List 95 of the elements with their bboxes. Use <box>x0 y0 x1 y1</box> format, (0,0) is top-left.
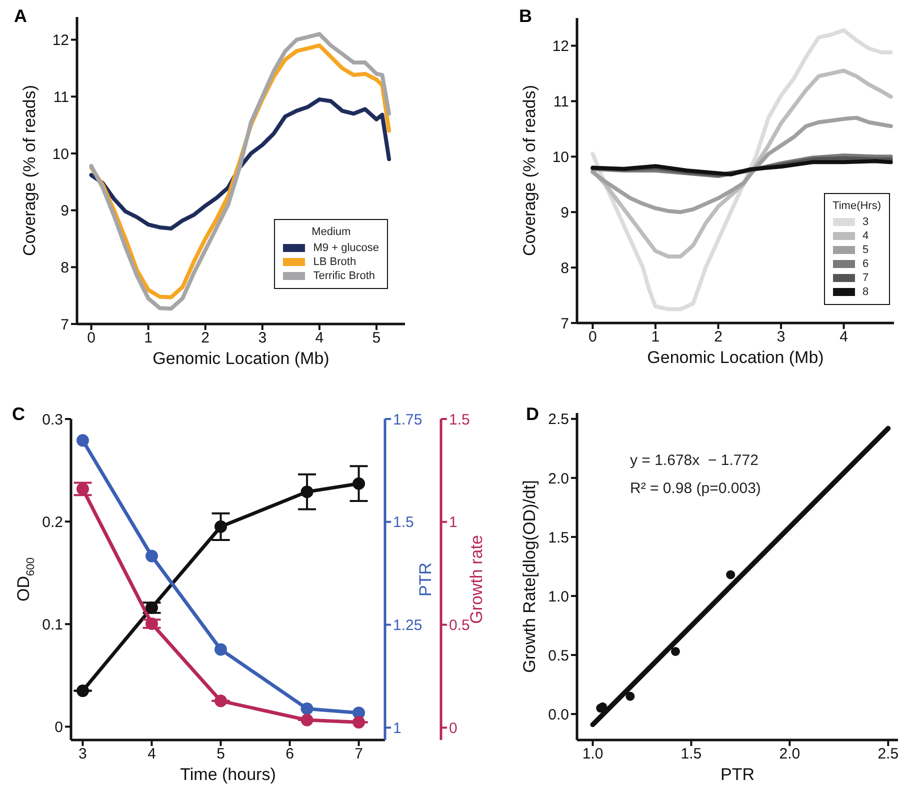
y-tick-label: 1.5 <box>548 529 569 546</box>
y-tick-label: 8 <box>560 260 569 277</box>
point <box>352 477 366 490</box>
y2-tick-label: 1.75 <box>393 411 422 428</box>
point <box>214 643 228 656</box>
y-tick-label: 2.5 <box>548 411 569 428</box>
x-tick-label: 5 <box>372 330 381 347</box>
y2-tick-label: 1.5 <box>393 514 414 532</box>
x-tick-label: 1.0 <box>582 746 604 763</box>
point <box>300 702 314 715</box>
x-axis-title: Time (hours) <box>180 765 276 784</box>
y-tick-label: 11 <box>553 94 569 111</box>
x-tick-label: 3 <box>258 330 267 347</box>
y-tick-label: 7 <box>60 316 69 334</box>
point <box>214 520 228 533</box>
x-tick-label: 0 <box>588 328 597 346</box>
x-tick-label: 3 <box>776 328 786 346</box>
point <box>145 601 158 614</box>
y3-tick-label: 0 <box>449 720 458 737</box>
y-tick-label: 10 <box>52 146 69 163</box>
y-tick-label: 1.0 <box>548 588 569 606</box>
point <box>300 486 314 498</box>
y-tick-label: 10 <box>552 148 569 166</box>
point <box>145 550 158 562</box>
line-series <box>590 28 893 312</box>
legend-label: 5 <box>862 244 869 256</box>
x-axis-title: Genomic Location (Mb) <box>152 349 330 368</box>
y-tick-label: 0.2 <box>42 514 63 531</box>
y-tick-label: 0 <box>54 718 63 736</box>
x-tick-label: 4 <box>315 330 324 347</box>
legend-label: LB Broth <box>313 256 356 268</box>
x-axis-title: Genomic Location (Mb) <box>647 348 824 368</box>
legend-label: 4 <box>862 230 869 242</box>
y-tick-label: 12 <box>52 32 69 50</box>
point <box>300 714 314 726</box>
legend-title: Time(Hrs) <box>832 200 881 212</box>
point <box>352 716 366 729</box>
point <box>76 684 89 698</box>
y-tick-label: 0.0 <box>548 706 569 724</box>
y3-tick-label: 1.5 <box>449 411 470 428</box>
y2-axis-title: PTR <box>416 562 436 596</box>
x-tick-label: 2.5 <box>878 746 899 763</box>
y3-tick-label: 0.5 <box>449 617 470 634</box>
point <box>76 482 89 496</box>
x-tick-label: 4 <box>148 746 156 763</box>
legend-label: 6 <box>862 258 869 270</box>
x-tick-label: 2 <box>201 330 210 347</box>
y-axis-title: Coverage (% of reads) <box>520 84 540 256</box>
x-tick-label: 2.0 <box>779 746 800 763</box>
chart-title: D <box>526 404 539 425</box>
point <box>626 692 635 701</box>
chart-title: A <box>14 6 27 27</box>
y-tick-label: 9 <box>560 204 569 222</box>
y-tick-label: 12 <box>552 38 569 56</box>
y-axis-title: Coverage (% of reads) <box>20 84 40 256</box>
x-tick-label: 1 <box>651 328 660 346</box>
y3-axis-title: Growth rate <box>467 535 486 624</box>
point <box>214 694 228 708</box>
point <box>726 570 736 580</box>
x-tick-label: 1 <box>144 330 152 347</box>
point <box>670 646 680 656</box>
x-tick-label: 2 <box>714 328 722 346</box>
legend-label: 8 <box>862 286 869 298</box>
point <box>76 434 89 447</box>
x-tick-label: 3 <box>78 746 87 763</box>
line-series <box>590 116 893 214</box>
annotation: y = 1.678x − 1.772 <box>630 452 758 469</box>
y-tick-label: 0.3 <box>42 411 63 428</box>
y-axis-title: Growth Rate[dlog(OD)/dt] <box>520 480 540 673</box>
y-tick-label: 8 <box>60 259 69 276</box>
chart-title: C <box>12 404 25 425</box>
y-tick-label: 2.0 <box>548 470 569 488</box>
x-axis-title: PTR <box>720 765 754 784</box>
legend-label: 3 <box>862 216 869 228</box>
legend-label: 7 <box>862 272 869 284</box>
x-tick-label: 5 <box>216 746 225 763</box>
x-tick-label: 0 <box>87 330 96 347</box>
y-tick-label: 7 <box>560 315 569 332</box>
y2-tick-label: 1 <box>393 720 402 737</box>
x-tick-label: 1.5 <box>680 746 702 763</box>
y3-tick-label: 1 <box>449 514 458 532</box>
y-tick-label: 0.1 <box>42 616 63 634</box>
chart-title: B <box>519 6 532 27</box>
y-tick-label: 0.5 <box>548 647 569 664</box>
x-tick-label: 4 <box>840 328 848 346</box>
legend-label: M9 + glucose <box>313 242 379 254</box>
y-tick-label: 9 <box>60 202 69 220</box>
point <box>145 617 158 630</box>
legend-title: Medium <box>310 226 352 238</box>
annotation: R² = 0.98 (p=0.003) <box>630 480 761 497</box>
x-tick-label: 6 <box>286 746 294 763</box>
x-tick-label: 7 <box>354 746 363 763</box>
legend-label: Terrific Broth <box>313 270 376 282</box>
y2-tick-label: 1.25 <box>393 617 422 634</box>
y-tick-label: 11 <box>53 88 69 106</box>
